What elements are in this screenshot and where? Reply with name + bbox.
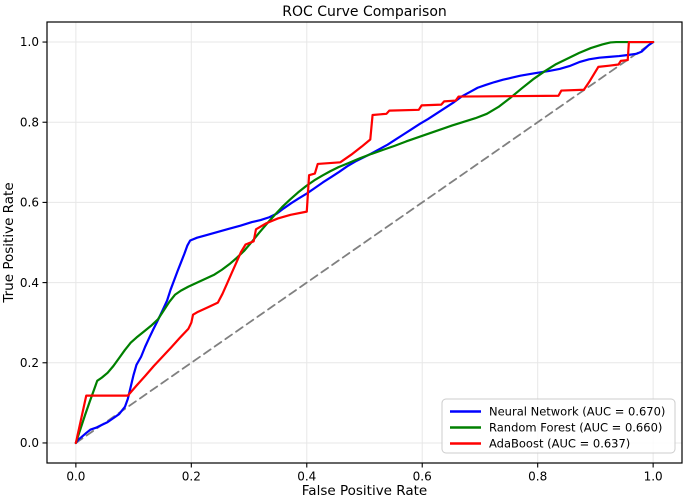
y-tick-label: 0.8: [20, 115, 39, 129]
x-tick-label: 0.2: [182, 470, 201, 484]
legend-box: [441, 398, 676, 454]
y-tick-label: 1.0: [20, 35, 39, 49]
frame-layer: [46, 21, 683, 464]
legend: Neural Network (AUC = 0.670) Random Fores…: [441, 398, 676, 454]
y-axis-label: True Positive Rate: [1, 182, 17, 303]
series-layer: [74, 40, 655, 445]
chart-title: ROC Curve Comparison: [282, 4, 447, 20]
legend-label-neural-network: Neural Network (AUC = 0.670): [489, 405, 665, 419]
legend-item-adaboost: AdaBoost (AUC = 0.637): [450, 437, 630, 451]
legend-label-random-forest: Random Forest (AUC = 0.660): [489, 421, 662, 435]
legend-item-random-forest: Random Forest (AUC = 0.660): [450, 421, 662, 435]
tick-layer: 0.0 0.2 0.4 0.6 0.8 1.0 0.0 0.2 0.4 0.6 0.8 1.0: [20, 35, 663, 483]
x-axis-label: False Positive Rate: [302, 483, 427, 499]
y-tick-label: 0.6: [20, 196, 39, 210]
roc-curve-neural-network: [74, 40, 655, 445]
grid-layer: [47, 22, 682, 463]
legend-label-adaboost: AdaBoost (AUC = 0.637): [489, 437, 630, 451]
legend-item-neural-network: Neural Network (AUC = 0.670): [450, 405, 665, 419]
x-tick-label: 0.6: [413, 470, 432, 484]
y-tick-label: 0.4: [20, 276, 39, 290]
x-tick-label: 0.8: [528, 470, 547, 484]
x-tick-label: 1.0: [644, 470, 663, 484]
y-tick-label: 0.0: [20, 436, 39, 450]
roc-curve-chance-diagonal: [74, 41, 655, 444]
y-tick-label: 0.2: [20, 356, 39, 370]
x-tick-label: 0.4: [297, 470, 316, 484]
axes-frame: [46, 21, 683, 464]
roc-curve-adaboost: [74, 40, 655, 445]
x-tick-label: 0.0: [66, 470, 85, 484]
